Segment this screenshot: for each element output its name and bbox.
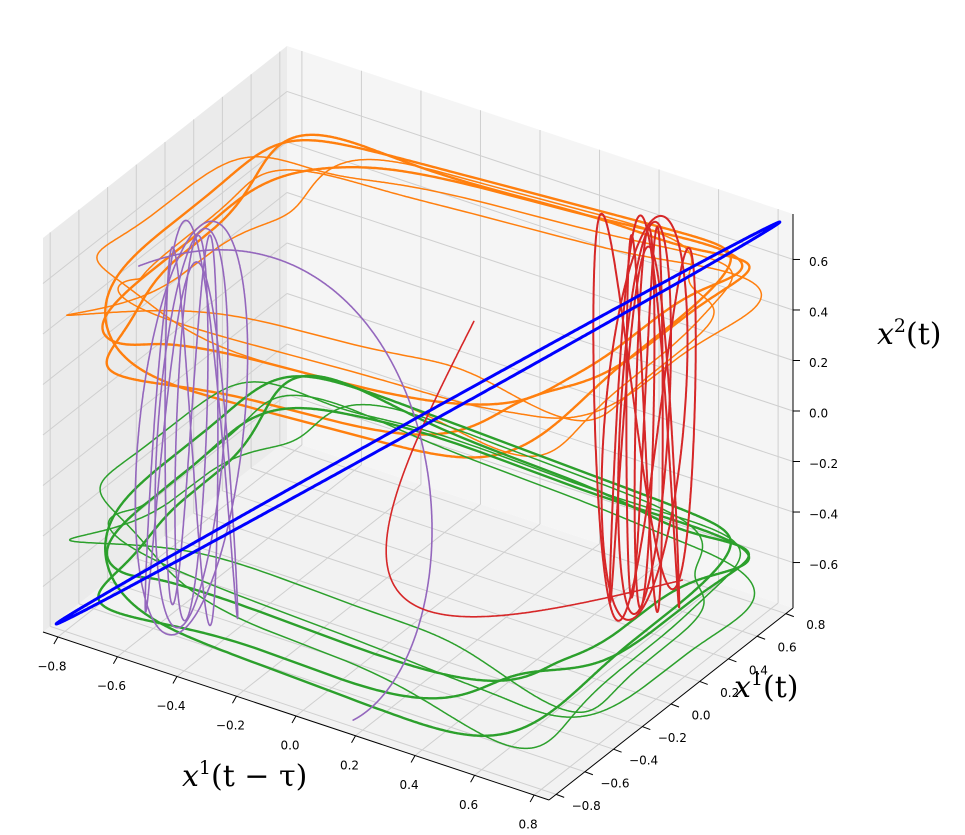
gridline-z-back <box>286 192 794 361</box>
series-red-loop <box>617 220 672 615</box>
z-tick-label: 0.6 <box>809 255 828 269</box>
z-tick-label: 0.4 <box>809 306 828 320</box>
series-purple-loop <box>144 219 239 620</box>
x-tick-label: −0.4 <box>156 699 185 713</box>
x-tick-label: 0.6 <box>459 798 478 812</box>
x-tick-mark <box>291 715 297 724</box>
y-axis-label: x1(t) <box>734 668 798 705</box>
tick-marks <box>53 258 800 803</box>
y-tick-mark <box>642 726 651 731</box>
y-tick-mark <box>556 793 565 798</box>
x-tick-mark <box>232 695 237 704</box>
gridline-z-back <box>286 141 794 311</box>
y-tick-label: 0.8 <box>806 618 825 632</box>
y-tick-label: −0.4 <box>629 754 658 768</box>
z-tick-label: −0.2 <box>809 457 838 471</box>
series-purple-loop <box>154 227 229 629</box>
series-red-loop <box>592 212 697 622</box>
series-purple-loop <box>174 234 209 622</box>
gridline-y-floor <box>164 535 672 705</box>
series-lines <box>54 133 782 750</box>
y-tick-label: −0.8 <box>572 799 601 813</box>
gridline-z-left <box>42 192 288 385</box>
x-tick-mark <box>172 676 178 684</box>
gridline-z-left <box>42 141 288 335</box>
y-tick-mark <box>584 771 594 776</box>
x-tick-label: 0.2 <box>340 758 359 772</box>
y-tick-mark <box>699 680 708 685</box>
gridline-y-floor <box>107 580 614 750</box>
series-orange-loop <box>96 156 734 458</box>
y-tick-mark <box>728 658 737 663</box>
series-purple-loop <box>134 220 249 636</box>
y-tick-label: 0.2 <box>720 686 739 700</box>
x-tick-mark <box>470 775 476 783</box>
series-orange-loop <box>105 133 751 436</box>
x-tick-mark <box>529 794 535 803</box>
y-tick-mark <box>785 613 794 618</box>
y-tick-label: −0.6 <box>600 776 629 790</box>
series-orange-loop <box>66 158 715 422</box>
series-blue-cycle <box>54 220 782 626</box>
gridline-y-floor <box>136 558 643 728</box>
series-green-loop <box>107 394 756 718</box>
gridline-y-floor <box>50 625 557 795</box>
tick-labels: −0.8−0.6−0.4−0.20.00.20.40.60.8−0.8−0.6−… <box>37 255 838 832</box>
y-tick-label: 0.0 <box>691 709 710 723</box>
x-tick-mark <box>53 636 59 645</box>
gridline-z-back <box>286 293 794 462</box>
x-tick-mark <box>351 735 356 744</box>
series-orange-loop <box>104 139 732 459</box>
series-green-loop <box>68 403 705 714</box>
x-tick-label: −0.6 <box>97 679 126 693</box>
series-orange-loop <box>117 169 763 419</box>
z-tick-label: −0.6 <box>809 558 838 572</box>
gridline-z-back <box>286 90 794 260</box>
y-tick-label: 0.4 <box>749 663 768 677</box>
x-tick-label: 0.8 <box>519 818 538 832</box>
gridline-z-left <box>42 91 288 284</box>
x-tick-label: 0.4 <box>400 778 419 792</box>
x-tick-mark <box>112 656 118 664</box>
z-tick-label: −0.4 <box>809 508 838 522</box>
y-tick-mark <box>670 703 680 708</box>
y-tick-mark <box>613 748 622 753</box>
x-tick-label: −0.2 <box>216 719 245 733</box>
x-tick-label: 0.0 <box>280 739 299 753</box>
x-axis-label: x1(t − τ) <box>182 757 307 794</box>
z-tick-label: 0.0 <box>809 407 828 421</box>
gridline-z-back <box>286 394 794 564</box>
gridline-z-back <box>286 343 794 513</box>
series-red-excursion <box>385 320 683 618</box>
y-tick-label: 0.6 <box>778 641 797 655</box>
y-tick-label: −0.2 <box>658 731 687 745</box>
z-tick-label: 0.2 <box>809 356 828 370</box>
x-tick-label: −0.8 <box>37 659 66 673</box>
gridline-z-back <box>286 242 794 412</box>
z-axis-label: x2(t) <box>877 315 941 352</box>
x-tick-mark <box>410 755 416 763</box>
y-tick-mark <box>756 635 766 640</box>
series-green-loop <box>99 381 742 750</box>
gridline-y-floor <box>193 512 700 682</box>
series-green-loop <box>104 375 732 737</box>
